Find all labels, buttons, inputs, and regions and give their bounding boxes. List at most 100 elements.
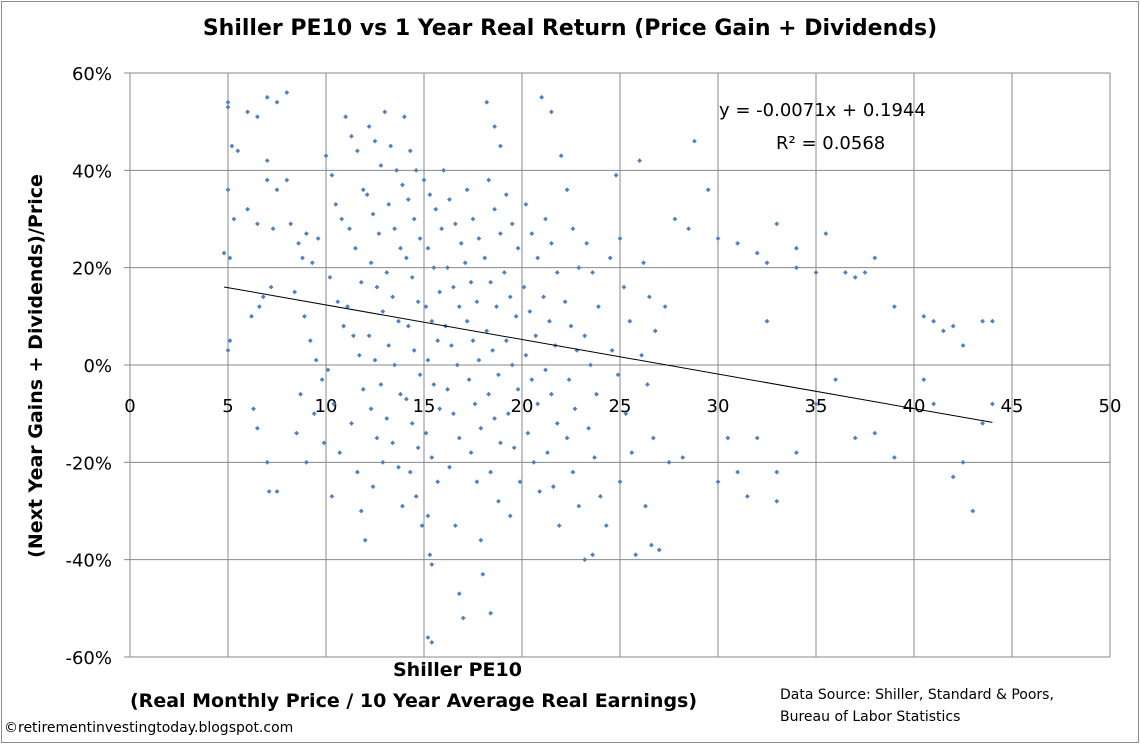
data-point <box>980 318 985 324</box>
data-point <box>264 177 270 183</box>
data-point <box>402 114 407 120</box>
data-source: Data Source: Shiller, Standard & Poors, … <box>780 684 1054 728</box>
data-point <box>235 148 241 154</box>
data-point <box>347 226 352 232</box>
data-point <box>456 435 462 441</box>
data-point <box>435 338 441 344</box>
data-point <box>960 343 966 348</box>
data-point <box>754 250 760 256</box>
data-point <box>368 260 374 266</box>
data-point <box>535 255 541 261</box>
data-point <box>509 221 515 227</box>
data-point <box>647 294 652 300</box>
data-point <box>715 236 721 241</box>
data-point <box>523 352 529 358</box>
data-point <box>852 275 858 280</box>
data-point <box>264 94 270 100</box>
data-point <box>425 635 431 640</box>
data-point <box>492 416 497 421</box>
data-point <box>931 401 936 407</box>
data-point <box>255 114 260 120</box>
data-point <box>382 109 388 115</box>
data-point <box>427 552 433 558</box>
data-point <box>374 435 380 441</box>
data-point <box>296 240 301 246</box>
data-point <box>407 148 413 154</box>
data-point <box>492 206 497 212</box>
data-point <box>358 508 364 514</box>
data-point <box>627 318 633 324</box>
data-point <box>423 430 429 436</box>
data-point <box>302 313 307 319</box>
data-point <box>476 357 482 363</box>
x-tick-label: 45 <box>1001 396 1024 417</box>
x-tick-label: 0 <box>124 396 135 417</box>
data-point <box>503 192 509 198</box>
data-point <box>245 109 250 115</box>
data-point <box>394 167 399 173</box>
data-point <box>482 255 488 261</box>
data-point <box>378 163 384 168</box>
data-point <box>245 206 250 212</box>
data-point <box>255 425 260 431</box>
data-point <box>231 216 237 222</box>
data-point <box>331 401 337 407</box>
data-point <box>423 304 429 309</box>
data-point <box>488 610 494 616</box>
data-point <box>572 406 578 412</box>
data-point <box>735 240 740 246</box>
data-point <box>274 99 280 105</box>
data-point <box>672 216 678 222</box>
data-point <box>456 591 462 597</box>
trendline-r-squared: R² = 0.0568 <box>776 133 886 154</box>
data-point <box>470 338 476 344</box>
data-point <box>225 104 231 110</box>
data-point <box>637 158 642 163</box>
copyright: ©retirementinvestingtoday.blogspot.com <box>4 720 294 736</box>
data-point <box>405 323 411 329</box>
data-point <box>617 236 623 241</box>
data-point <box>862 270 868 275</box>
data-point <box>384 270 390 275</box>
data-point <box>451 411 456 417</box>
data-point <box>623 411 629 417</box>
data-point <box>498 231 503 236</box>
data-point <box>488 469 494 475</box>
data-point <box>527 309 533 314</box>
data-point <box>366 124 372 129</box>
data-point <box>494 304 499 309</box>
data-point <box>547 318 552 324</box>
data-point <box>662 304 668 309</box>
data-point <box>960 459 966 465</box>
data-point <box>227 255 233 261</box>
trendline-equation: y = -0.0071x + 0.1944 <box>719 100 926 121</box>
data-point <box>633 552 639 558</box>
data-point <box>470 216 476 222</box>
data-point <box>304 231 309 236</box>
data-point <box>496 372 501 378</box>
data-point <box>339 216 345 222</box>
data-point <box>425 357 431 363</box>
x-axis-sublabel: (Real Monthly Price / 10 Year Average Re… <box>130 690 698 712</box>
data-point <box>556 523 562 528</box>
data-point <box>570 469 576 475</box>
data-point <box>445 386 450 392</box>
data-point <box>492 124 497 129</box>
data-point <box>268 284 274 290</box>
data-point <box>264 459 270 465</box>
data-point <box>564 435 570 441</box>
data-point <box>594 391 599 397</box>
data-point <box>392 362 397 368</box>
data-point <box>794 450 799 455</box>
data-point <box>464 187 470 193</box>
data-point <box>476 236 482 241</box>
data-point <box>304 459 309 465</box>
data-point <box>498 440 503 446</box>
data-point <box>892 304 897 309</box>
data-point <box>409 275 415 280</box>
data-point <box>656 547 662 553</box>
data-point <box>421 177 427 183</box>
data-point <box>431 265 437 271</box>
data-point <box>358 279 364 285</box>
